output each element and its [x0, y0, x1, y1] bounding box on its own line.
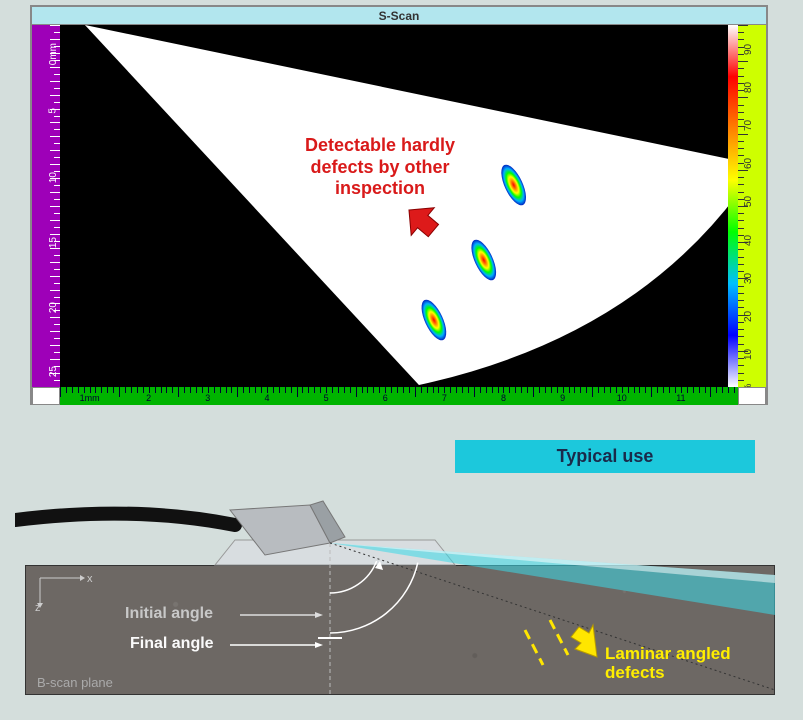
s-scan-body: 0mm510152025 Detectable hardly defects b…	[32, 25, 766, 387]
probe-area: x z B-scan plane Initial angle Final ang…	[15, 465, 785, 705]
final-angle-label: Final angle	[130, 635, 214, 653]
s-scan-area: Detectable hardly defects by other inspe…	[60, 25, 738, 387]
axes-label: x z	[35, 573, 95, 616]
s-scan-title: S-Scan	[32, 7, 766, 25]
axis-x-label: x	[87, 573, 93, 585]
s-scan-panel: S-Scan 0mm510152025 Detectable hardly de…	[30, 5, 768, 405]
axis-z-label: z	[35, 602, 41, 613]
s-scan-svg	[60, 25, 738, 387]
depth-ruler: 0mm510152025	[32, 25, 60, 387]
laminar-defects-label: Laminar angleddefects	[605, 645, 731, 682]
index-ruler: 1mm234567891011	[60, 387, 738, 405]
amplitude-ruler: 0%102030405060708090	[738, 25, 766, 387]
bscan-plane-label: B-scan plane	[37, 675, 113, 690]
initial-angle-label: Initial angle	[125, 605, 213, 623]
defect-annotation: Detectable hardly defects by other inspe…	[305, 135, 455, 200]
amplitude-colorbar	[728, 25, 738, 387]
corner-bl	[32, 387, 60, 405]
illustration-panel: Typical use x z B-scan plane Initial ang…	[15, 430, 785, 705]
annot-line1: Detectable hardly	[305, 135, 455, 157]
annot-line3: inspection	[305, 178, 455, 200]
corner-br	[738, 387, 766, 405]
annot-line2: defects by other	[305, 157, 455, 179]
